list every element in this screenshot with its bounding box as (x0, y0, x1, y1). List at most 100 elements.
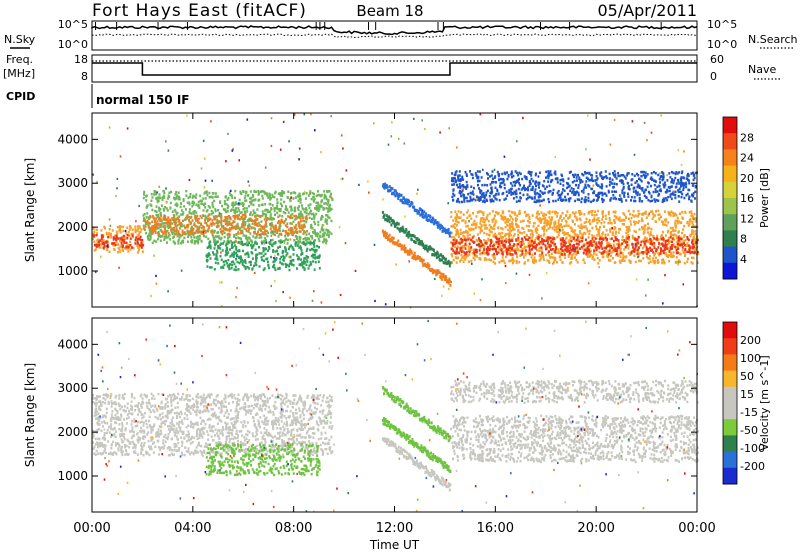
echo-cell (631, 173, 634, 176)
echo-cell (521, 186, 524, 190)
echo-cell (262, 254, 265, 257)
echo-cell (571, 257, 574, 260)
echo-cell (237, 226, 240, 230)
echo-cell (526, 193, 529, 196)
echo-cell (509, 187, 512, 191)
echo-cell (472, 193, 475, 196)
echo-cell (693, 176, 696, 180)
echo-cell (645, 252, 648, 256)
echo-cell (228, 229, 231, 233)
echo-cell (601, 200, 604, 204)
echo-cell (668, 260, 671, 263)
echo-cell (608, 249, 611, 252)
echo-cell (168, 224, 171, 227)
echo-cell (666, 179, 669, 182)
echo-cell (149, 233, 152, 237)
echo-cell (186, 230, 189, 234)
scatter-cell (232, 148, 234, 151)
echo-cell (502, 259, 505, 262)
scatter-cell (340, 134, 343, 137)
echo-cell (151, 220, 154, 223)
echo-cell (267, 249, 270, 252)
echo-cell (512, 197, 515, 200)
echo-cell (159, 196, 162, 200)
echo-cell (113, 242, 116, 245)
echo-cell (179, 222, 182, 225)
scatter-cell (434, 277, 436, 281)
echo-cell (585, 220, 588, 224)
echo-cell (222, 225, 225, 228)
echo-cell (458, 170, 461, 173)
echo-cell (661, 200, 664, 204)
echo-cell (672, 191, 675, 195)
echo-cell (647, 190, 650, 194)
echo-cell (270, 231, 273, 234)
echo-cell (501, 251, 504, 254)
echo-cell (140, 228, 143, 231)
echo-cell (536, 212, 538, 215)
echo-cell (663, 181, 666, 184)
echo-cell (263, 227, 266, 230)
echo-cell (96, 240, 99, 243)
echo-cell (178, 215, 181, 218)
echo-cell (312, 260, 315, 263)
echo-cell (612, 231, 614, 234)
echo-cell (653, 179, 655, 182)
echo-cell (648, 226, 651, 230)
echo-cell (683, 243, 686, 247)
echo-cell (511, 256, 514, 259)
echo-cell (493, 245, 496, 248)
echo-cell (476, 233, 479, 236)
echo-cell (562, 231, 564, 235)
echo-cell (669, 240, 672, 243)
echo-cell (250, 246, 253, 250)
echo-cell (578, 217, 581, 220)
echo-cell (536, 228, 539, 231)
echo-cell (642, 251, 645, 254)
echo-cell (519, 220, 522, 223)
echo-cell (677, 245, 679, 248)
echo-cell (537, 237, 540, 240)
echo-cell (306, 260, 309, 263)
echo-cell (487, 247, 489, 250)
echo-cell (316, 244, 319, 248)
echo-cell (641, 170, 644, 174)
echo-cell (649, 260, 652, 264)
echo-cell (123, 241, 126, 244)
echo-cell (538, 242, 541, 246)
echo-cell (317, 203, 320, 206)
echo-cell (595, 242, 598, 246)
echo-cell (587, 184, 590, 187)
echo-cell (150, 204, 153, 207)
echo-cell (582, 225, 585, 228)
echo-cell (599, 174, 602, 177)
echo-cell (484, 252, 486, 255)
echo-cell (634, 260, 637, 264)
echo-cell (469, 248, 472, 251)
echo-cell (532, 260, 534, 264)
scatter-cell (634, 243, 637, 246)
echo-cell (139, 230, 142, 234)
echo-cell (653, 183, 656, 187)
echo-cell (305, 230, 308, 233)
echo-cell (600, 237, 603, 241)
echo-cell (189, 233, 191, 236)
echo-cell (154, 223, 156, 227)
echo-cell (264, 220, 267, 224)
echo-cell (631, 242, 634, 246)
echo-cell (217, 244, 220, 248)
echo-cell (253, 198, 255, 202)
echo-cell (660, 237, 663, 241)
echo-cell (153, 218, 156, 221)
echo-cell (481, 211, 484, 214)
echo-cell (654, 252, 657, 256)
echo-cell (302, 241, 305, 244)
echo-cell (662, 183, 665, 186)
echo-cell (149, 235, 152, 239)
echo-cell (161, 222, 164, 225)
echo-cell (643, 240, 646, 244)
echo-cell (646, 228, 649, 231)
echo-cell (301, 226, 304, 230)
echo-cell (654, 214, 657, 217)
echo-cell (674, 224, 677, 228)
